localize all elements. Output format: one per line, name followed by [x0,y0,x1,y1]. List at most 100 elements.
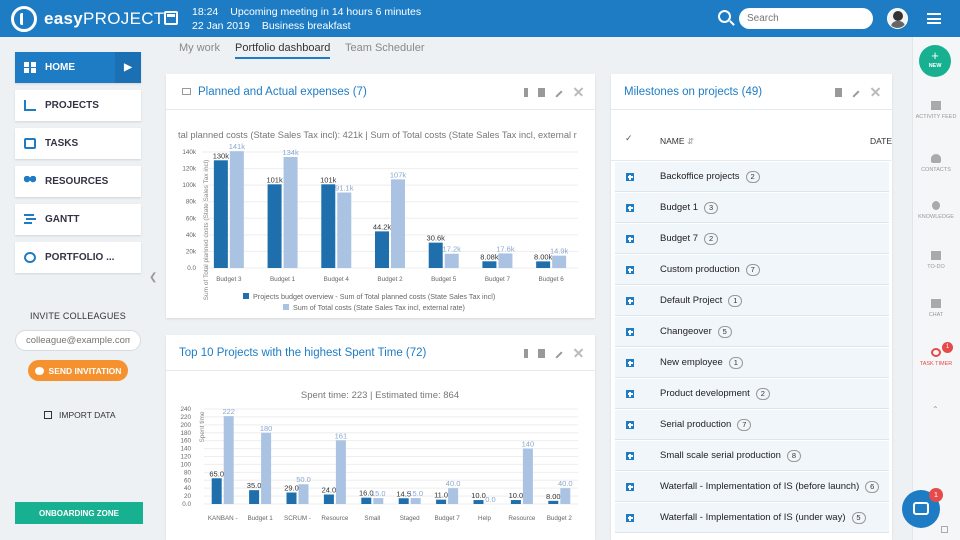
tab-portfolio-dashboard[interactable]: Portfolio dashboard [235,42,331,59]
bar[interactable] [498,253,513,268]
bar[interactable] [448,488,459,504]
close-icon[interactable] [870,87,880,97]
panel-title[interactable]: Planned and Actual expenses (7) [198,86,367,98]
milestone-row[interactable]: Product development 2 [615,379,889,409]
meeting-info[interactable]: 18:24 Upcoming meeting in 14 hours 6 minu… [192,6,433,18]
milestone-row[interactable]: Budget 7 2 [615,224,889,254]
milestone-row[interactable]: Waterfall - Implementation of IS (before… [615,472,889,502]
bar[interactable] [548,500,559,504]
pin-icon[interactable] [524,348,528,358]
bar[interactable] [298,484,309,504]
trash-icon[interactable] [538,348,545,358]
calendar-icon[interactable] [164,11,178,25]
expand-plus-icon[interactable] [626,421,634,429]
rail-chat[interactable]: CHAT [913,299,959,319]
sidebar-item-home[interactable]: HOME ▶ [15,52,141,83]
sidebar-item-resources[interactable]: RESOURCES [15,166,141,197]
bar[interactable] [213,160,228,268]
expand-plus-icon[interactable] [626,204,634,212]
column-header-date[interactable]: DATE [870,136,892,146]
bar[interactable] [536,261,551,268]
panel-title[interactable]: Top 10 Projects with the highest Spent T… [179,347,427,359]
bar[interactable] [560,488,571,504]
bar[interactable] [337,192,352,268]
search-input[interactable] [739,8,873,29]
expand-plus-icon[interactable] [626,235,634,243]
milestone-row[interactable]: Small scale serial production 8 [615,441,889,471]
milestone-row[interactable]: Custom production 7 [615,255,889,285]
milestone-row[interactable]: Budget 1 3 [615,193,889,223]
panel-title[interactable]: Milestones on projects (49) [624,86,763,98]
bar[interactable] [335,440,346,504]
pencil-icon[interactable] [555,350,563,359]
onboarding-zone-button[interactable]: ONBOARDING ZONE [15,502,143,524]
rail-todo[interactable]: TO-DO [913,251,959,271]
milestone-row[interactable]: Serial production 7 [615,410,889,440]
bar[interactable] [428,242,443,268]
close-icon[interactable] [573,348,583,358]
bar[interactable] [283,156,298,268]
bar[interactable] [473,500,484,504]
import-data-link[interactable]: IMPORT DATA [44,410,116,420]
pencil-icon[interactable] [852,89,860,98]
milestone-row[interactable]: New employee 1 [615,348,889,378]
milestone-row[interactable]: Waterfall - Implementation of IS (under … [615,503,889,533]
expand-icon[interactable] [941,526,948,533]
meeting-details[interactable]: 22 Jan 2019 Business breakfast [192,20,363,32]
select-all-checkmark-icon[interactable]: ✓ [625,133,633,143]
bar[interactable] [373,498,384,504]
invite-email-input[interactable] [15,330,141,351]
sidebar-item-projects[interactable]: PROJECTS [15,90,141,121]
expand-plus-icon[interactable] [626,297,634,305]
hamburger-menu-icon[interactable] [927,13,941,24]
rail-activity-feed[interactable]: ACTIVITY FEED [913,101,959,121]
legend-entry[interactable]: Projects budget overview - Sum of Total … [253,292,495,301]
trash-icon[interactable] [835,87,842,97]
new-button[interactable]: + NEW [919,45,951,77]
bar[interactable] [249,490,260,504]
chevron-up-icon[interactable]: ⌃ [932,405,939,414]
bar[interactable] [510,500,521,504]
bar[interactable] [522,448,533,504]
user-avatar[interactable] [887,8,908,29]
bar[interactable] [361,497,372,504]
expand-plus-icon[interactable] [626,173,634,181]
rail-knowledge[interactable]: KNOWLEDGE [913,201,959,221]
chevron-right-icon[interactable]: ▶ [115,52,141,83]
expand-plus-icon[interactable] [626,359,634,367]
bar[interactable] [444,253,459,268]
bar[interactable] [391,179,405,268]
sidebar-item-portfolio[interactable]: PORTFOLIO ... [15,242,141,273]
bar[interactable] [229,151,244,268]
bar[interactable] [321,184,336,268]
brand-name[interactable]: easyPROJECT [44,9,165,28]
tab-my-work[interactable]: My work [179,42,220,54]
column-header-name[interactable]: NAME ⇵ [660,136,695,146]
expand-plus-icon[interactable] [626,266,634,274]
bar[interactable] [375,231,389,268]
bar[interactable] [211,478,222,504]
sidebar-item-gantt[interactable]: GANTT [15,204,141,235]
expand-plus-icon[interactable] [626,328,634,336]
sidebar-item-tasks[interactable]: TASKS [15,128,141,159]
expand-plus-icon[interactable] [626,452,634,460]
close-icon[interactable] [573,87,583,97]
tab-team-scheduler[interactable]: Team Scheduler [345,42,425,54]
expand-plus-icon[interactable] [626,514,634,522]
milestone-row[interactable]: Default Project 1 [615,286,889,316]
bar[interactable] [223,416,234,504]
pin-icon[interactable] [524,87,528,97]
milestone-row[interactable]: Changeover 5 [615,317,889,347]
bar[interactable] [436,499,447,504]
trash-icon[interactable] [538,87,545,97]
bar[interactable] [286,492,297,504]
expand-plus-icon[interactable] [626,390,634,398]
search-icon[interactable] [718,10,731,23]
bar[interactable] [323,494,334,505]
bar[interactable] [398,498,409,504]
milestone-row[interactable]: Backoffice projects 2 [615,162,889,192]
bar[interactable] [552,255,567,268]
legend-swatch[interactable] [283,304,289,310]
bar[interactable] [482,261,497,268]
collapse-sidebar-icon[interactable]: ❮ [149,272,158,283]
